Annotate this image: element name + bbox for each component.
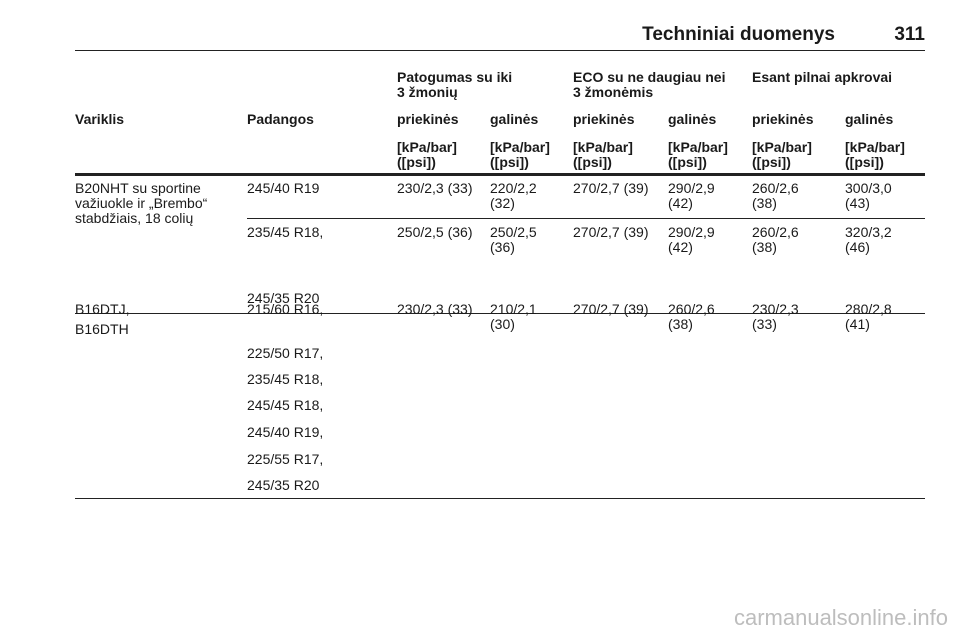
page-number: 311 bbox=[894, 24, 925, 45]
unit-header: [kPa/bar] ([psi]) bbox=[668, 139, 728, 170]
col-tires: Padangos bbox=[247, 111, 314, 127]
pressure-cell: 250/2,5 (36) bbox=[490, 224, 537, 255]
pressure-cell: 270/2,7 (39) bbox=[573, 180, 649, 196]
header-rule-thick bbox=[75, 173, 925, 176]
tire-cell: 215/60 R16, bbox=[247, 301, 324, 317]
tire-cell: 245/40 R19 bbox=[247, 180, 320, 196]
pressure-cell: 290/2,9 (42) bbox=[668, 224, 715, 255]
unit-header: [kPa/bar] ([psi]) bbox=[752, 139, 812, 170]
sub-header: priekinės bbox=[397, 111, 459, 127]
tire-cell: 235/45 R18, bbox=[247, 224, 324, 240]
sub-header: galinės bbox=[845, 111, 894, 127]
pressure-cell: 250/2,5 (36) bbox=[397, 224, 473, 240]
engine-cell: B16DTJ, bbox=[75, 301, 130, 317]
pressure-cell: 270/2,7 (39) bbox=[573, 224, 649, 240]
unit-header: [kPa/bar] ([psi]) bbox=[573, 139, 633, 170]
unit-header: [kPa/bar] ([psi]) bbox=[490, 139, 550, 170]
section-title: Techniniai duomenys bbox=[642, 24, 835, 45]
sub-header: galinės bbox=[490, 111, 539, 127]
engine-cell: B20NHT su sportine važiuokle ir „Brembo“… bbox=[75, 180, 208, 226]
pressure-cell: 300/3,0 (43) bbox=[845, 180, 892, 211]
sub-header: priekinės bbox=[573, 111, 635, 127]
tire-cell: 225/55 R17, bbox=[247, 451, 324, 467]
pressure-cell: 230/2,3 (33) bbox=[397, 180, 473, 196]
row-divider bbox=[75, 313, 925, 314]
unit-header: [kPa/bar] ([psi]) bbox=[397, 139, 457, 170]
pressure-cell: 260/2,6 (38) bbox=[752, 224, 799, 255]
pressure-cell: 210/2,1 (30) bbox=[490, 301, 537, 332]
sub-header: galinės bbox=[668, 111, 717, 127]
pressure-cell: 270/2,7 (39) bbox=[573, 301, 649, 317]
pressure-cell: 230/2,3 (33) bbox=[397, 301, 473, 317]
pressure-cell: 290/2,9 (42) bbox=[668, 180, 715, 211]
tire-cell: 225/50 R17, bbox=[247, 345, 324, 361]
watermark: carmanualsonline.info bbox=[733, 605, 948, 630]
pressure-cell: 280/2,8 (41) bbox=[845, 301, 892, 332]
tire-cell: 245/35 R20 bbox=[247, 290, 320, 306]
tire-cell: 245/40 R19, bbox=[247, 424, 324, 440]
table-bottom-rule bbox=[75, 498, 925, 499]
tire-cell: 245/45 R18, bbox=[247, 397, 324, 413]
pressure-cell: 220/2,2 (32) bbox=[490, 180, 537, 211]
row-divider bbox=[247, 218, 925, 219]
group-comfort: Patogumas su iki 3 žmonių bbox=[397, 69, 513, 100]
tire-cell: 235/45 R18, bbox=[247, 371, 324, 387]
pressure-cell: 320/3,2 (46) bbox=[845, 224, 892, 255]
header-rule bbox=[75, 50, 925, 51]
tire-cell: 245/35 R20 bbox=[247, 477, 320, 493]
engine-cell: B16DTH bbox=[75, 321, 129, 337]
sub-header: priekinės bbox=[752, 111, 814, 127]
pressure-cell: 260/2,6 (38) bbox=[752, 180, 799, 211]
group-eco: ECO su ne daugiau nei 3 žmonėmis bbox=[573, 69, 726, 100]
pressure-cell: 260/2,6 (38) bbox=[668, 301, 715, 332]
pressure-cell: 230/2,3 (33) bbox=[752, 301, 799, 332]
group-full-load: Esant pilnai apkrovai bbox=[752, 69, 893, 85]
unit-header: [kPa/bar] ([psi]) bbox=[845, 139, 905, 170]
col-engine: Variklis bbox=[75, 111, 125, 127]
